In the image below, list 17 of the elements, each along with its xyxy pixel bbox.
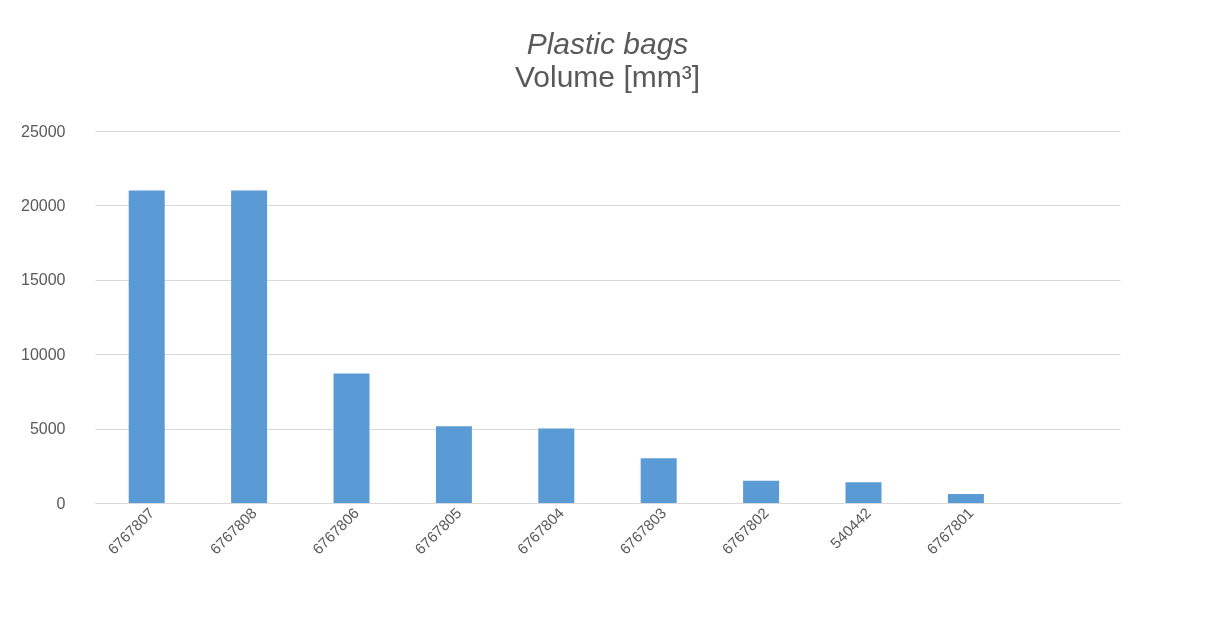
bar — [947, 494, 984, 503]
y-tick-label: 15000 — [21, 271, 66, 289]
chart-subtitle: Volume [mm³] — [514, 60, 701, 93]
chart-title: Plastic bags — [526, 27, 689, 60]
bar — [128, 190, 165, 503]
bar — [333, 373, 370, 503]
y-tick-label: 20000 — [21, 196, 66, 214]
y-tick-label: 10000 — [21, 345, 66, 363]
y-tick-label: 5000 — [29, 420, 66, 438]
bar — [845, 482, 882, 503]
bar — [538, 428, 575, 503]
y-tick-label: 25000 — [21, 122, 66, 140]
bar — [435, 426, 472, 503]
y-tick-label: 0 — [56, 494, 66, 512]
bar — [231, 190, 268, 503]
bar — [743, 480, 780, 503]
bar — [640, 458, 677, 503]
